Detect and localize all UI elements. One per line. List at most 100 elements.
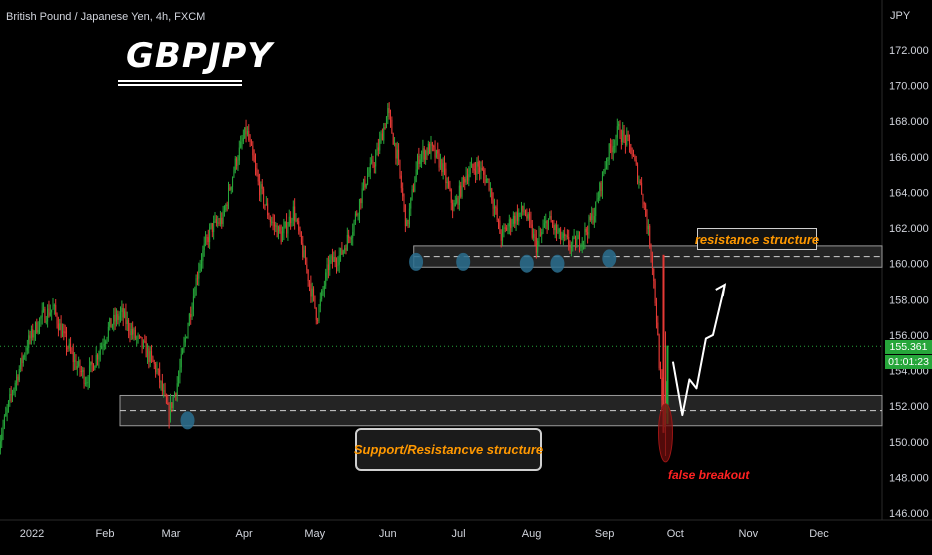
- candle-body: [385, 116, 387, 129]
- candle-body: [326, 264, 328, 273]
- candle-body: [101, 346, 103, 349]
- candle-body: [406, 219, 408, 227]
- candle-body: [124, 311, 126, 318]
- candle-body: [439, 159, 441, 168]
- candle-body: [294, 206, 296, 221]
- candle-body: [655, 303, 657, 323]
- candle-body: [72, 352, 74, 363]
- candle-body: [280, 231, 282, 242]
- candle-body: [2, 425, 4, 435]
- candle-body: [30, 328, 32, 339]
- candle-body: [601, 172, 603, 191]
- candle-body: [128, 320, 130, 332]
- candle-body: [414, 182, 416, 192]
- candle-body: [256, 168, 258, 175]
- candle-body: [542, 227, 544, 233]
- candle-body: [589, 216, 591, 221]
- candle-body: [130, 329, 132, 336]
- candle-body: [209, 227, 211, 242]
- touch-marker: [602, 249, 617, 268]
- candle-body: [461, 177, 463, 197]
- candle-body: [350, 237, 352, 240]
- candle-body: [423, 148, 425, 160]
- candle-body: [141, 337, 143, 348]
- candle-body: [268, 215, 270, 220]
- candle-body: [342, 250, 344, 255]
- candle-body: [44, 308, 46, 323]
- candle-body: [12, 392, 14, 395]
- candle-body: [122, 307, 124, 318]
- candle-body: [217, 222, 219, 224]
- candle-body: [191, 309, 193, 318]
- candle-body: [286, 221, 288, 234]
- price-tick-label: 156.000: [889, 330, 929, 342]
- candle-body: [90, 361, 92, 366]
- candle-body: [452, 202, 454, 211]
- candle-body: [132, 329, 134, 335]
- candle-body: [612, 146, 614, 153]
- time-tick-label: Sep: [595, 528, 615, 540]
- candle-body: [292, 206, 294, 221]
- candle-body: [210, 223, 212, 228]
- candle-body: [606, 161, 608, 169]
- candle-body: [306, 264, 308, 270]
- candle-body: [95, 355, 97, 367]
- candle-body: [263, 188, 265, 205]
- candle-body: [537, 240, 539, 253]
- candle-body: [344, 247, 346, 251]
- candle-body: [620, 138, 622, 142]
- candle-body: [284, 221, 286, 228]
- candle-body: [22, 356, 24, 364]
- candle-body: [192, 296, 194, 310]
- candle-body: [661, 377, 663, 401]
- candle-body: [475, 170, 477, 175]
- candle-body: [429, 143, 431, 154]
- candle-body: [242, 138, 244, 142]
- candle-body: [3, 416, 5, 426]
- candle-body: [188, 314, 190, 326]
- candle-body: [396, 149, 398, 159]
- candle-body: [159, 369, 161, 383]
- candle-body: [223, 210, 225, 212]
- candle-body: [631, 153, 633, 156]
- candle-body: [390, 113, 392, 120]
- candle-body: [13, 388, 15, 393]
- candle-body: [115, 314, 117, 322]
- candle-body: [310, 283, 312, 297]
- candle-body: [498, 219, 500, 221]
- candle-body: [476, 161, 478, 175]
- candle-body: [458, 185, 460, 206]
- candle-body: [277, 226, 279, 238]
- candle-body: [295, 219, 297, 221]
- countdown-badge: 01:01:23: [885, 355, 932, 369]
- candle-body: [319, 299, 321, 307]
- price-tick-label: 158.000: [889, 294, 929, 306]
- candle-body: [368, 172, 370, 176]
- candle-body: [67, 347, 69, 349]
- candle-body: [543, 223, 545, 228]
- candle-body: [271, 221, 273, 223]
- candle-body: [18, 368, 20, 381]
- candle-body: [468, 174, 470, 181]
- candle-body: [206, 237, 208, 239]
- candle-body: [479, 166, 481, 173]
- candle-body: [373, 165, 375, 167]
- candle-body: [550, 215, 552, 223]
- candle-body: [357, 214, 359, 216]
- candle-body: [348, 234, 350, 238]
- candle-body: [340, 248, 342, 256]
- price-tick-label: 150.000: [889, 437, 929, 449]
- candle-body: [149, 351, 151, 362]
- candle-body: [61, 331, 63, 337]
- candle-body: [660, 368, 662, 378]
- candle-body: [404, 204, 406, 227]
- candle-body: [165, 394, 167, 404]
- candle-body: [155, 363, 157, 373]
- candle-body: [546, 221, 548, 229]
- candle-body: [36, 322, 38, 333]
- candle-body: [431, 142, 433, 146]
- candle-body: [91, 361, 93, 365]
- candle-body: [580, 246, 582, 248]
